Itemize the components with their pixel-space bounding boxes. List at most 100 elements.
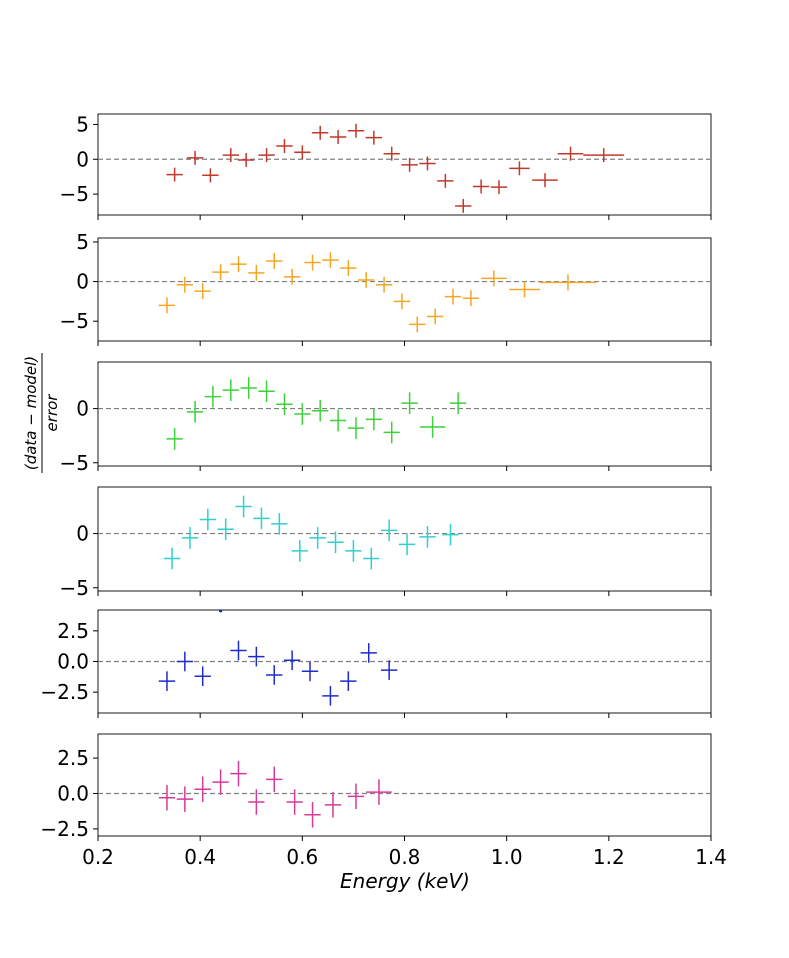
panel-4-point [345, 540, 362, 562]
panel-1-point [365, 130, 383, 145]
panel-1-point [186, 150, 204, 165]
panel-5-point [194, 666, 211, 687]
x-axis-label: Energy (keV) [340, 869, 470, 893]
panel-3-point [240, 377, 257, 399]
panel-3-point [329, 409, 347, 432]
panel-5-point [322, 686, 339, 706]
panel-1-point [276, 139, 293, 154]
panel-6: −2.5 0.0 2.5 [40, 733, 712, 841]
panel-1-point [557, 146, 584, 161]
panel-1-point [437, 173, 454, 188]
panel-6-point [248, 789, 265, 815]
panel-1: −5 0 5 [60, 112, 712, 220]
panel-3-point [186, 401, 204, 423]
panel-3-point [419, 416, 446, 438]
panel-1-point [401, 157, 418, 172]
panel-2-point [322, 252, 339, 269]
panel-6-point [176, 786, 194, 812]
panel-3-point [365, 408, 383, 431]
panel-1-ytick-label: 0 [76, 147, 89, 171]
panel-6-ytick-label: −2.5 [40, 817, 89, 841]
panel-3-frame [97, 361, 712, 467]
panel-4-point [217, 518, 234, 541]
panel-4-point [327, 531, 344, 554]
panel-6-ytick-label: 0.0 [57, 782, 89, 806]
panel-6-point [324, 792, 342, 818]
x-tick-label: 1.2 [593, 845, 625, 869]
panel-2-point [230, 256, 247, 273]
panel-4-point [253, 507, 270, 530]
panel-4-points [163, 495, 459, 570]
panel-6-point [266, 766, 283, 793]
x-tick-label: 1.0 [491, 845, 523, 869]
panel-2-frame [97, 237, 712, 342]
panel-2-point [248, 264, 265, 281]
panel-6-points [158, 760, 392, 828]
panel-5-point [301, 661, 319, 682]
panel-3-point [312, 399, 329, 422]
panel-4-point [181, 527, 199, 549]
panel-5-point [219, 610, 223, 613]
panel-1-point [419, 156, 436, 171]
panel-5: −2.5 0.0 2.5 [40, 609, 712, 718]
panel-5-point [360, 643, 377, 663]
panel-6-point [286, 789, 303, 815]
panel-4-point [291, 540, 308, 562]
panel-1-point [472, 179, 490, 194]
panel-2-point [539, 274, 597, 291]
panel-1-ytick-label: −5 [60, 182, 89, 206]
panel-3-point [347, 417, 365, 439]
panel-2-point [212, 264, 229, 280]
panel-3-point [276, 393, 293, 416]
panel-1-point [166, 167, 183, 182]
panel-2-point [444, 288, 462, 305]
panel-2-point [266, 253, 283, 269]
panel-6-point [158, 785, 176, 811]
panel-5-point [381, 660, 398, 680]
panel-1-point [583, 148, 625, 163]
y-axis-label-denominator: error [43, 394, 61, 432]
panel-2-point [158, 297, 176, 314]
panel-2-point [409, 316, 426, 333]
panel-1-ytick-label: 5 [76, 112, 89, 136]
x-tick-label: 0.6 [286, 845, 318, 869]
panel-3-ytick-label: 0 [76, 397, 89, 421]
y-axis-label: (data − model) error [22, 353, 61, 473]
panel-2-ytick-label: 0 [76, 270, 89, 294]
panel-1-point [258, 148, 275, 163]
panel-4-point [235, 495, 252, 518]
panel-6-point [194, 776, 211, 802]
panel-4-point [199, 508, 217, 531]
panel-3: −5 0 [60, 361, 712, 475]
panel-2-point [194, 283, 211, 300]
y-axis-label-numerator: (data − model) [22, 356, 40, 470]
panel-2-point [283, 268, 301, 285]
panel-4-point [419, 526, 436, 548]
panel-2-point [358, 272, 375, 288]
panel-5-point [230, 640, 247, 661]
panel-5-points [158, 610, 398, 706]
panel-1-point [329, 130, 347, 144]
panel-4-ytick-label: 0 [76, 522, 89, 546]
panel-2-ytick-label: 5 [76, 230, 89, 254]
panel-3-points [166, 377, 467, 450]
panel-5-point [248, 646, 265, 667]
panel-1-point [202, 168, 219, 183]
panel-2-point [426, 308, 444, 325]
panel-2-point [481, 270, 507, 287]
panel-2-point [340, 260, 357, 277]
panel-1-point [294, 145, 311, 160]
panel-4-point [163, 547, 181, 570]
panel-5-point [158, 671, 176, 691]
panels-layer: −5 0 5 −5 0 5 −5 0 −5 0 −2.5 0.0 2.5 −2.5 0.0 2.5 0.2 0.4… [40, 112, 726, 869]
panel-2: −5 0 5 [60, 230, 712, 346]
panel-3-point [258, 380, 275, 403]
panel-6-point [304, 802, 321, 828]
panel-5-ytick-label: 2.5 [57, 619, 89, 643]
panel-3-point [401, 392, 418, 414]
panel-2-point [176, 276, 194, 293]
panel-1-point [509, 161, 530, 176]
panel-5-point [340, 671, 357, 691]
panel-1-points [166, 123, 625, 213]
